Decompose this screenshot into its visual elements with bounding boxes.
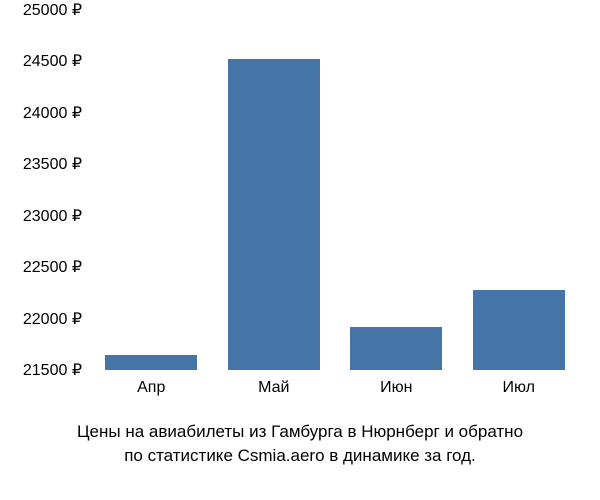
y-tick-label: 22500 ₽	[23, 257, 82, 277]
x-tick-label: Июн	[380, 379, 412, 397]
y-tick-label: 24500 ₽	[23, 51, 82, 71]
x-tick-label: Апр	[137, 379, 165, 397]
bar	[228, 59, 320, 370]
y-axis: 21500 ₽22000 ₽22500 ₽23000 ₽23500 ₽24000…	[0, 0, 90, 370]
bar	[473, 290, 565, 370]
caption-line-2: по статистике Csmia.aero в динамике за г…	[10, 444, 590, 468]
caption-line-1: Цены на авиабилеты из Гамбурга в Нюрнбер…	[10, 420, 590, 444]
plot-area	[90, 10, 580, 370]
price-chart: 21500 ₽ 22000 ₽ 22500 ₽ 23000 ₽ 23500 ₽ 24000…	[0, 0, 600, 420]
bar	[105, 355, 197, 370]
x-tick-label: Июл	[503, 379, 535, 397]
x-axis: Апр Май Июн Июл	[90, 375, 580, 405]
chart-caption: Цены на авиабилеты из Гамбурга в Нюрнбер…	[0, 420, 600, 468]
y-tick-label: 25000 ₽	[23, 0, 82, 20]
y-tick-label: 22000 ₽	[23, 309, 82, 329]
y-tick-label: 24000 ₽	[23, 103, 82, 123]
y-tick-label: 21500 ₽	[23, 360, 82, 380]
x-tick-label: Май	[258, 379, 289, 397]
y-tick-label: 23000 ₽	[23, 206, 82, 226]
y-tick-label: 23500 ₽	[23, 154, 82, 174]
bar	[350, 327, 442, 370]
